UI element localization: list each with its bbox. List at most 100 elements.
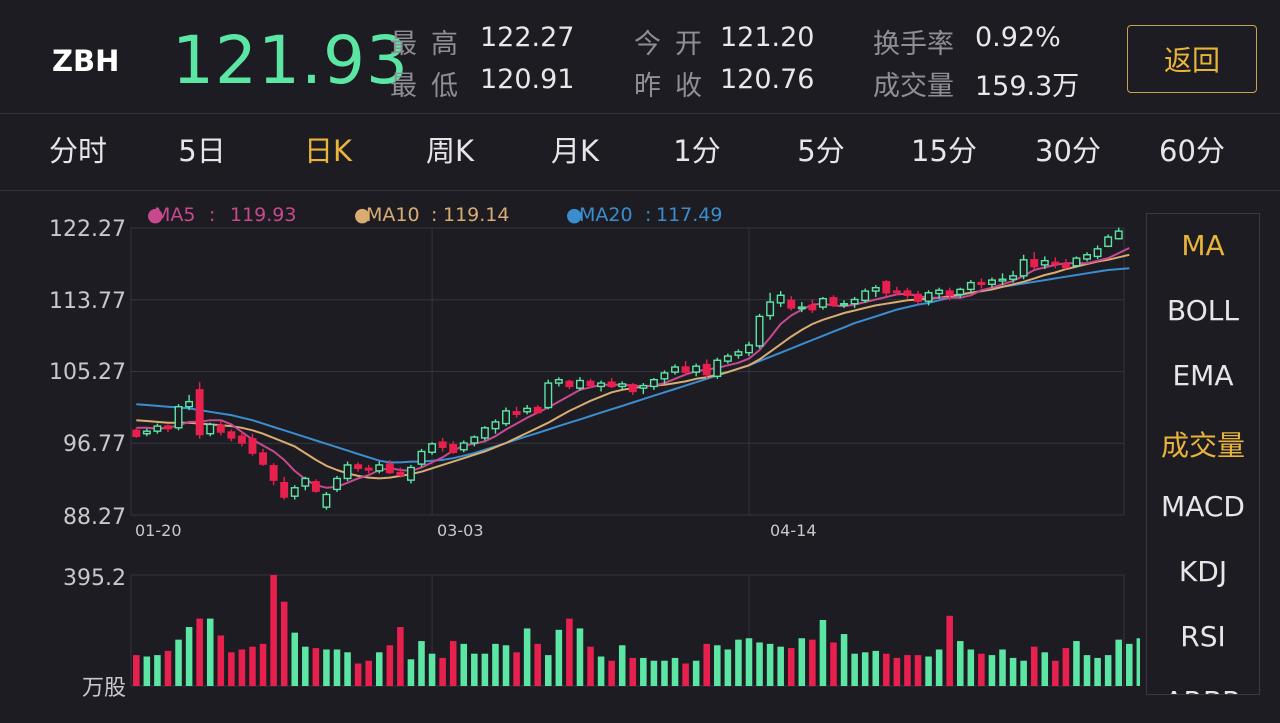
volume-bar [386, 645, 394, 686]
candle-body [470, 436, 479, 444]
tab-intraday[interactable]: 分时 [48, 134, 107, 168]
candle [1019, 254, 1028, 280]
indicator-ma[interactable]: MA [1181, 229, 1225, 262]
indicator-rsi[interactable]: RSI [1180, 620, 1226, 653]
open-label: 今开 [634, 29, 716, 60]
candle [1009, 270, 1018, 283]
candle-body [1040, 259, 1049, 266]
volume-bar [999, 649, 1006, 686]
candle-body [945, 290, 954, 296]
volume-bar [365, 660, 372, 686]
candle [428, 442, 437, 455]
volume-bar [238, 649, 246, 686]
ma5-legend-value: 119.93 [230, 204, 296, 226]
candle-body [301, 477, 310, 487]
candle-body [818, 297, 827, 308]
volume-bar [1041, 652, 1049, 686]
volume-bar [133, 655, 140, 686]
candle [914, 291, 922, 305]
candle [723, 353, 732, 364]
volume-bar [597, 656, 605, 686]
tab-daily-k[interactable]: 日K [303, 134, 353, 168]
indicator-arbr[interactable]: ARBR [1147, 685, 1259, 694]
candle-body [502, 410, 510, 425]
volume-bar [703, 643, 711, 686]
candle-body [745, 344, 753, 354]
candle [1061, 258, 1070, 270]
volume-bar [323, 649, 330, 686]
candle-body [840, 303, 849, 306]
candle-body [163, 425, 172, 430]
volume-bar [787, 648, 795, 686]
candle [681, 361, 690, 375]
tab-monthly-k[interactable]: 月K [550, 134, 600, 168]
volume-bar [830, 642, 837, 686]
candle-body [185, 400, 194, 408]
kline-chart[interactable]: ● MA5 : 119.93 ● MA10 : 119.14 ● MA20 : … [0, 191, 1154, 719]
candle [438, 437, 447, 452]
tab-15min[interactable]: 15分 [911, 134, 977, 168]
indicator-macd[interactable]: MACD [1161, 490, 1245, 523]
volume-bar [956, 641, 964, 686]
indicator-ema[interactable]: EMA [1172, 359, 1234, 392]
back-button[interactable]: 返回 [1127, 25, 1257, 93]
low-label: 最低 [390, 71, 472, 102]
volume-bar [449, 641, 457, 686]
volume-bar [185, 627, 193, 686]
volume-bar [481, 653, 489, 686]
volume-bar [671, 657, 679, 686]
candle-body [702, 363, 711, 376]
candle-body [333, 477, 341, 491]
indicator-volume[interactable]: 成交量 [1160, 429, 1245, 462]
tab-5day[interactable]: 5日 [178, 134, 226, 168]
candle-body [1051, 261, 1060, 265]
volume-bar [777, 646, 784, 686]
tab-weekly-k[interactable]: 周K [425, 134, 475, 168]
period-tabs: 分时 5日 日K 周K 月K 1分 5分 15分 30分 60分 [0, 114, 1280, 190]
ma20-legend-name: MA20 [579, 204, 633, 226]
indicator-kdj[interactable]: KDJ [1178, 555, 1228, 588]
volume-bar [1115, 639, 1122, 686]
candle-body [216, 424, 225, 433]
candle [480, 426, 489, 441]
volume-bar [840, 634, 848, 686]
indicator-boll[interactable]: BOLL [1167, 294, 1239, 327]
candle [174, 404, 183, 431]
volume-bar [375, 652, 383, 686]
candle-body [723, 355, 732, 362]
tab-60min[interactable]: 60分 [1159, 134, 1225, 168]
volume-bar [143, 656, 151, 686]
volume-bar [1052, 660, 1059, 686]
candle-body [956, 288, 965, 296]
kline-chart-area[interactable]: ● MA5 : 119.93 ● MA10 : 119.14 ● MA20 : … [0, 191, 1154, 719]
volume-bar [608, 660, 615, 686]
candle [459, 440, 468, 453]
tab-1min[interactable]: 1分 [673, 134, 721, 168]
volume-bar [1094, 657, 1101, 686]
candle-body [406, 466, 415, 481]
volume-bar [809, 639, 816, 686]
candle-body [628, 384, 637, 393]
candle [1104, 234, 1113, 248]
tab-5min[interactable]: 5分 [797, 134, 845, 168]
candle [544, 379, 553, 410]
volume-bar [270, 575, 277, 686]
candle-body [417, 450, 426, 465]
candle [702, 359, 711, 378]
tab-30min[interactable]: 30分 [1035, 134, 1101, 168]
candle-body [1114, 230, 1123, 240]
candle [776, 291, 785, 308]
candle [248, 433, 257, 456]
volume-axis-unit: 万股 [82, 676, 126, 701]
volume-bar [893, 657, 901, 686]
candle [660, 370, 669, 384]
candle [153, 423, 162, 434]
candle-body [554, 378, 563, 384]
turnover-label: 换手率 [873, 29, 954, 60]
ma5-legend-name: MA5 [154, 204, 195, 226]
volume-bar [544, 655, 552, 686]
candle-body [776, 294, 785, 304]
candle [628, 383, 637, 395]
candle-body [575, 379, 584, 389]
candle-body [649, 378, 658, 388]
